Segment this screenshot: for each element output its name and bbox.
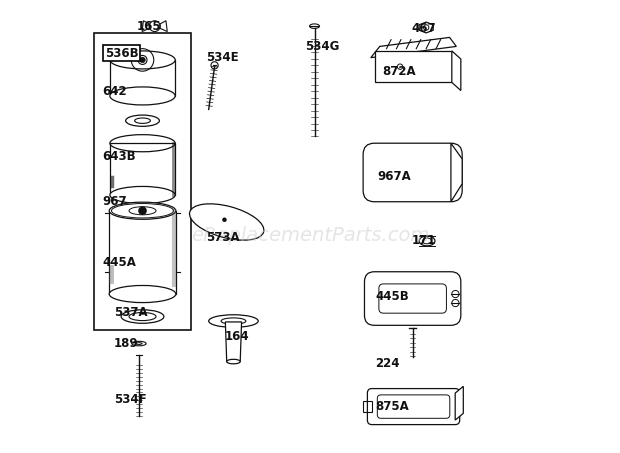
Circle shape — [222, 217, 227, 222]
Text: 967: 967 — [102, 195, 126, 208]
Text: 534G: 534G — [306, 40, 340, 53]
Ellipse shape — [109, 285, 176, 303]
Text: 224: 224 — [375, 357, 400, 370]
Ellipse shape — [190, 204, 264, 240]
Text: 536B: 536B — [105, 47, 138, 60]
FancyBboxPatch shape — [363, 143, 462, 202]
Ellipse shape — [110, 51, 175, 69]
Text: 467: 467 — [411, 22, 436, 35]
Circle shape — [139, 207, 146, 214]
Bar — [94, 33, 191, 330]
Text: 165: 165 — [136, 19, 161, 33]
Polygon shape — [451, 143, 462, 202]
Ellipse shape — [209, 315, 258, 328]
Polygon shape — [109, 211, 176, 294]
Polygon shape — [371, 38, 456, 58]
Polygon shape — [110, 60, 175, 96]
Text: 445B: 445B — [375, 290, 409, 303]
Text: 642: 642 — [102, 85, 126, 98]
Text: 872A: 872A — [382, 65, 415, 77]
Text: 967A: 967A — [378, 170, 411, 183]
Ellipse shape — [109, 202, 176, 219]
Text: 573A: 573A — [206, 231, 240, 244]
Ellipse shape — [309, 24, 319, 29]
Circle shape — [140, 57, 145, 63]
Text: 189: 189 — [114, 337, 139, 350]
Text: 534F: 534F — [114, 393, 147, 406]
Text: 643B: 643B — [102, 150, 136, 163]
Polygon shape — [110, 143, 175, 195]
Polygon shape — [455, 386, 463, 420]
Ellipse shape — [110, 87, 175, 105]
FancyBboxPatch shape — [368, 389, 459, 424]
Text: 171: 171 — [411, 233, 436, 246]
Polygon shape — [375, 51, 452, 82]
FancyBboxPatch shape — [365, 272, 461, 325]
Text: 537A: 537A — [114, 305, 148, 318]
Text: 445A: 445A — [102, 256, 136, 269]
Text: eReplacementParts.com: eReplacementParts.com — [191, 226, 429, 245]
Polygon shape — [419, 22, 433, 33]
Polygon shape — [452, 51, 461, 91]
Polygon shape — [225, 322, 242, 361]
Ellipse shape — [227, 359, 240, 364]
Text: 534E: 534E — [206, 51, 239, 64]
Text: 875A: 875A — [375, 400, 409, 413]
Ellipse shape — [110, 187, 175, 203]
Text: 164: 164 — [224, 330, 249, 343]
